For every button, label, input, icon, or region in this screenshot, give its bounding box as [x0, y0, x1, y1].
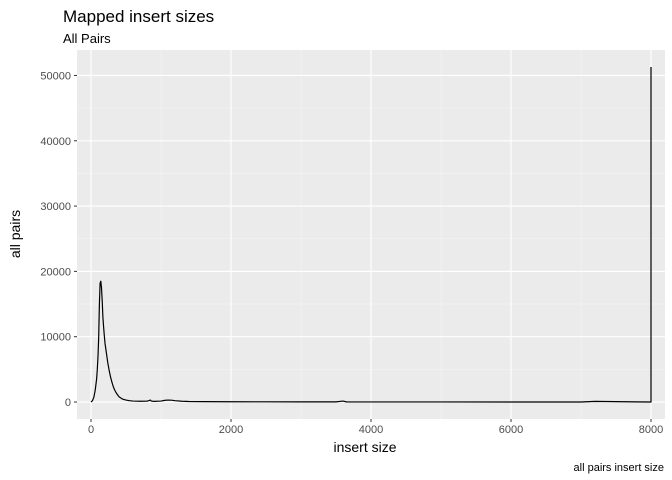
x-tick-label: 0: [88, 424, 94, 436]
y-tick-label: 20000: [40, 266, 71, 278]
y-tick-label: 30000: [40, 201, 71, 213]
y-tick-label: 0: [65, 397, 71, 409]
series-layer: [90, 66, 652, 403]
x-axis-title: insert size: [333, 439, 396, 455]
y-tick-label: 50000: [40, 70, 71, 82]
y-axis-title: all pairs: [7, 210, 23, 258]
chart-subtitle: All Pairs: [63, 31, 111, 46]
x-tick-label: 8000: [639, 424, 663, 436]
y-axis: 0 10000 20000 30000 40000 50000: [40, 70, 77, 409]
x-axis: 0 2000 4000 6000 8000: [88, 419, 663, 436]
x-tick-label: 2000: [219, 424, 243, 436]
x-tick-label: 6000: [499, 424, 523, 436]
y-tick-label: 10000: [40, 332, 71, 344]
x-tick-label: 4000: [359, 424, 383, 436]
chart-title: Mapped insert sizes: [63, 7, 214, 26]
y-tick-label: 40000: [40, 136, 71, 148]
chart-caption: all pairs insert size: [574, 462, 664, 474]
series-line: [90, 66, 652, 403]
